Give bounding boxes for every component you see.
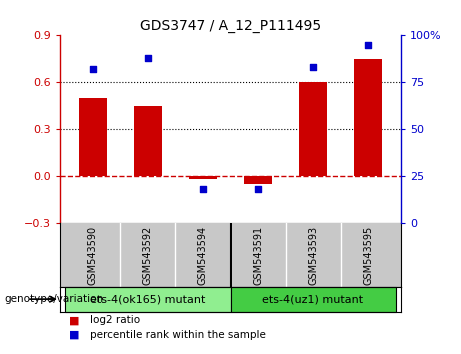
Bar bbox=[189, 176, 217, 179]
Text: ■: ■ bbox=[69, 315, 80, 325]
Text: ets-4(ok165) mutant: ets-4(ok165) mutant bbox=[90, 294, 206, 304]
Bar bbox=[134, 106, 162, 176]
Text: GSM543594: GSM543594 bbox=[198, 226, 208, 285]
Bar bbox=[65, 287, 230, 312]
Point bbox=[144, 55, 152, 61]
Point bbox=[254, 187, 262, 192]
Bar bbox=[299, 82, 327, 176]
Bar bbox=[230, 287, 396, 312]
Text: GSM543593: GSM543593 bbox=[308, 226, 318, 285]
Text: ■: ■ bbox=[69, 330, 80, 339]
Bar bbox=[244, 176, 272, 184]
Point bbox=[364, 42, 372, 48]
Point bbox=[89, 66, 97, 72]
Text: GSM543595: GSM543595 bbox=[363, 226, 373, 285]
Bar bbox=[355, 59, 382, 176]
Bar bbox=[79, 98, 106, 176]
Text: genotype/variation: genotype/variation bbox=[5, 294, 104, 304]
Text: GSM543591: GSM543591 bbox=[253, 226, 263, 285]
Text: GSM543590: GSM543590 bbox=[88, 226, 98, 285]
Title: GDS3747 / A_12_P111495: GDS3747 / A_12_P111495 bbox=[140, 19, 321, 33]
Text: percentile rank within the sample: percentile rank within the sample bbox=[90, 330, 266, 339]
Text: GSM543592: GSM543592 bbox=[143, 226, 153, 285]
Point bbox=[309, 64, 317, 70]
Text: ets-4(uz1) mutant: ets-4(uz1) mutant bbox=[262, 294, 364, 304]
Text: log2 ratio: log2 ratio bbox=[90, 315, 140, 325]
Point bbox=[199, 187, 207, 192]
